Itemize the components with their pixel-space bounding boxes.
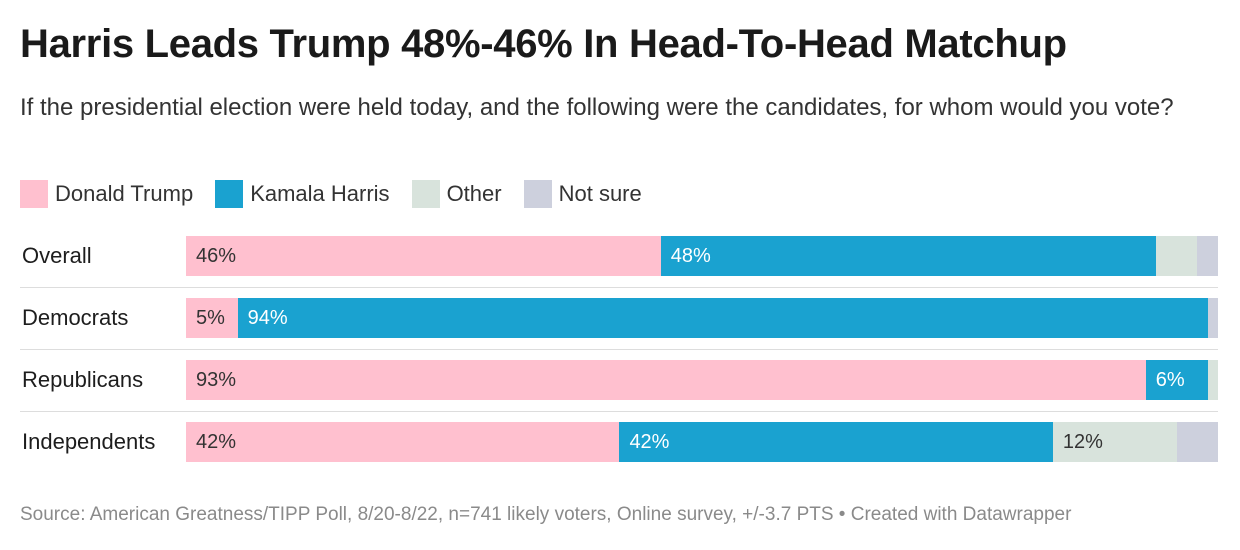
row-divider	[20, 411, 1218, 412]
legend-label-harris: Kamala Harris	[250, 181, 390, 206]
legend-swatch-not-sure	[523, 180, 552, 208]
bar-democrats-harris	[237, 298, 1208, 338]
bar-republicans-harris	[1145, 360, 1208, 400]
legend-item-harris: Kamala Harris	[215, 180, 390, 208]
bar-overall-trump	[186, 236, 661, 276]
legend-swatch-harris	[215, 180, 244, 208]
bar-overall-not-sure	[1197, 236, 1218, 276]
row-divider	[20, 287, 1218, 288]
legend-label-trump: Donald Trump	[55, 181, 194, 206]
chart-subtitle: If the presidential election were held t…	[20, 94, 1174, 121]
row-divider	[20, 349, 1218, 350]
value-label-democrats-harris: 94%	[247, 307, 288, 329]
bar-democrats-trump	[186, 298, 238, 338]
row-label-democrats: Democrats	[22, 305, 129, 330]
value-label-independents-harris: 42%	[629, 431, 670, 453]
legend-swatch-other	[411, 180, 440, 208]
bar-independents-harris	[619, 422, 1053, 462]
value-label-overall-trump: 46%	[196, 245, 237, 267]
bar-independents-not-sure	[1176, 422, 1218, 462]
row-label-republicans: Republicans	[22, 367, 144, 392]
bar-independents-other	[1052, 422, 1177, 462]
value-label-independents-other: 12%	[1062, 431, 1103, 453]
value-label-republicans-trump: 93%	[196, 369, 237, 391]
value-label-overall-harris: 48%	[670, 245, 711, 267]
bar-republicans-other	[1207, 360, 1218, 400]
legend-swatch-trump	[20, 180, 48, 208]
chart-title: Harris Leads Trump 48%-46% In Head-To-He…	[20, 22, 1067, 66]
bar-republicans-trump	[186, 360, 1146, 400]
legend: Donald Trump Kamala Harris Other Not sur…	[20, 180, 664, 208]
value-label-independents-trump: 42%	[196, 431, 237, 453]
legend-item-not-sure: Not sure	[523, 180, 642, 208]
legend-label-other: Other	[446, 181, 502, 206]
bar-overall-other	[1156, 236, 1198, 276]
value-label-republicans-harris: 6%	[1155, 369, 1185, 391]
source-footer: Source: American Greatness/TIPP Poll, 8/…	[20, 504, 1072, 525]
value-label-democrats-trump: 5%	[196, 307, 225, 329]
legend-item-other: Other	[411, 180, 502, 208]
row-label-overall: Overall	[22, 243, 92, 268]
legend-item-trump: Donald Trump	[20, 180, 193, 208]
legend-label-not-sure: Not sure	[558, 181, 642, 206]
bar-democrats-not-sure	[1207, 298, 1218, 338]
bar-independents-trump	[186, 422, 620, 462]
row-label-independents: Independents	[22, 429, 156, 454]
bar-overall-harris	[660, 236, 1157, 276]
